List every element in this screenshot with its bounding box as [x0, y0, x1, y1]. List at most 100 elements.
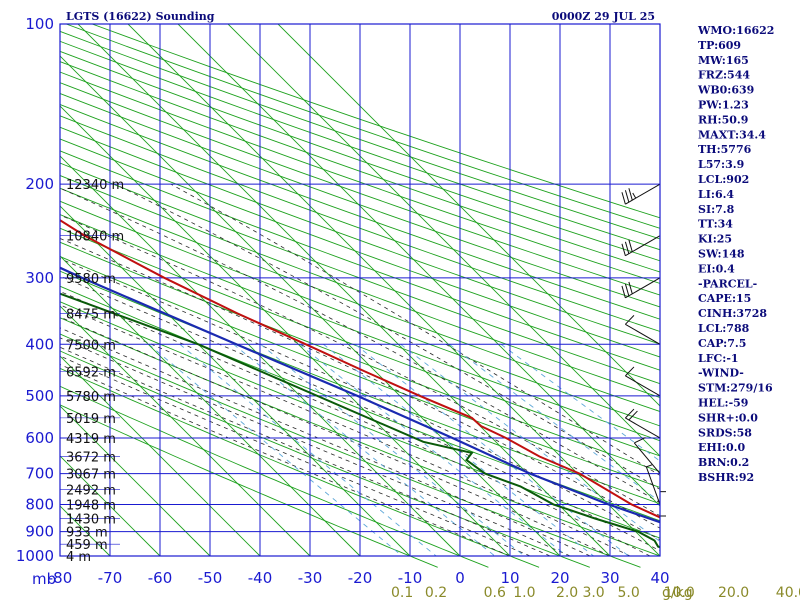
dry-adiabat-line	[60, 40, 660, 251]
temperature-trace	[60, 219, 660, 519]
height-label: 5019 m	[66, 412, 116, 427]
pressure-tick-label: 800	[25, 495, 54, 513]
dry-adiabat-line	[60, 350, 590, 568]
parcel-trace	[60, 266, 660, 524]
temperature-tick-label: -20	[348, 569, 373, 587]
wind-barb-flag	[624, 366, 635, 377]
wind-barb-flag	[624, 190, 630, 203]
height-label: 2492 m	[66, 484, 116, 499]
wind-barb-half-flag	[632, 192, 637, 199]
height-label: 4319 m	[66, 432, 116, 447]
temperature-tick-label: -70	[98, 569, 123, 587]
dry-adiabat-line	[60, 93, 660, 308]
index-value: LCL:902	[698, 173, 749, 186]
mixing-ratio-label: 40.0	[776, 585, 800, 600]
dry-adiabat-line	[60, 200, 660, 427]
temperature-tick-label: 30	[600, 569, 619, 587]
index-value: BSHR:92	[698, 471, 754, 484]
index-value: MW:165	[698, 54, 749, 67]
isotherm-line	[227, 24, 660, 457]
temperature-tick-label: -10	[398, 569, 423, 587]
wind-barb-staff	[625, 183, 661, 205]
isotherm-line	[177, 24, 660, 507]
wind-barb-staff	[625, 417, 661, 439]
moist-adiabat-line	[60, 337, 571, 557]
wind-barb-flag	[624, 408, 635, 419]
dry-adiabat-line	[60, 115, 660, 332]
index-value: KI:25	[698, 233, 732, 246]
temperature-tick-label: -40	[248, 569, 273, 587]
index-value: SW:148	[698, 248, 745, 261]
isotherm-line	[127, 24, 660, 557]
mixing-ratio-label: 3.0	[582, 585, 604, 600]
index-value: LI:6.4	[698, 188, 734, 201]
index-value: RH:50.9	[698, 113, 748, 126]
height-label: 4 m	[66, 550, 91, 565]
index-value: TT:34	[698, 218, 733, 231]
wind-barb	[624, 315, 661, 345]
plot-area	[60, 24, 660, 568]
dry-adiabat-line	[60, 61, 660, 273]
index-value: TH:5776	[698, 143, 752, 156]
wind-barb-flag	[628, 281, 633, 294]
index-value: HEL:-59	[698, 397, 748, 410]
plot-border	[59, 23, 661, 557]
isotherm-line	[60, 255, 361, 557]
wind-barb-staff	[633, 442, 661, 474]
mixing-ratio-label: 0.1	[391, 585, 413, 600]
wind-barb	[621, 183, 661, 205]
dry-adiabat-line	[60, 367, 540, 568]
index-value: SRDS:58	[698, 426, 752, 439]
temperature-tick-label: -80	[48, 569, 73, 587]
pressure-tick-label: 900	[25, 523, 54, 541]
pressure-tick-label: 200	[25, 175, 54, 193]
dry-adiabat-line	[60, 256, 660, 488]
station-title: LGTS (16622) Sounding	[66, 10, 215, 23]
wind-barb-flag	[624, 283, 630, 296]
wind-barb-staff	[625, 235, 661, 257]
isotherm-line	[277, 24, 660, 407]
wind-barb-flag	[634, 437, 646, 444]
dry-adiabat-line	[60, 175, 660, 398]
wind-barb	[633, 437, 661, 474]
wind-barb	[645, 464, 661, 505]
isotherm-line	[60, 105, 511, 557]
height-label: 10840 m	[66, 230, 124, 245]
dry-adiabat-line	[60, 385, 489, 568]
pressure-tick-label: 500	[25, 387, 54, 405]
height-label: 933 m	[66, 526, 108, 541]
index-value: FRZ:544	[698, 69, 750, 82]
isotherm-line	[60, 455, 161, 557]
height-label: 8475 m	[66, 307, 116, 322]
dry-adiabat-line	[60, 404, 438, 568]
dewpoint-trace	[60, 292, 660, 549]
pressure-unit-label: mb	[32, 570, 56, 588]
dry-adiabat-line	[60, 104, 660, 320]
wind-barb-flag	[624, 315, 635, 325]
height-label: 5780 m	[66, 390, 116, 405]
height-label: 1948 m	[66, 498, 116, 513]
dry-adiabat-line	[60, 50, 660, 262]
index-value: CAPE:15	[698, 292, 751, 305]
mixing-ratio-label: 0.6	[484, 585, 506, 600]
wind-barb-staff	[625, 375, 661, 397]
wind-barb-flag	[621, 285, 626, 298]
wind-barb	[624, 408, 661, 439]
dry-adiabat-line	[60, 214, 660, 442]
pressure-tick-label: 600	[25, 429, 54, 447]
wind-barb-flag	[628, 239, 633, 252]
pressure-tick-label: 1000	[16, 547, 54, 565]
index-value: LFC:-1	[698, 352, 739, 365]
temperature-tick-label: 0	[455, 569, 465, 587]
wind-barb-staff	[625, 277, 661, 299]
isotherm-line	[60, 155, 461, 557]
index-value: CINH:3728	[698, 307, 767, 320]
temperature-tick-label: 20	[550, 569, 569, 587]
isotherm-line	[60, 355, 261, 557]
isotherm-line	[60, 205, 411, 557]
index-value: CAP:7.5	[698, 337, 746, 350]
mixing-ratio-label: 10.0	[664, 585, 695, 600]
mixing-ratio-label: 5.0	[617, 585, 639, 600]
dry-adiabat-line	[60, 241, 660, 472]
